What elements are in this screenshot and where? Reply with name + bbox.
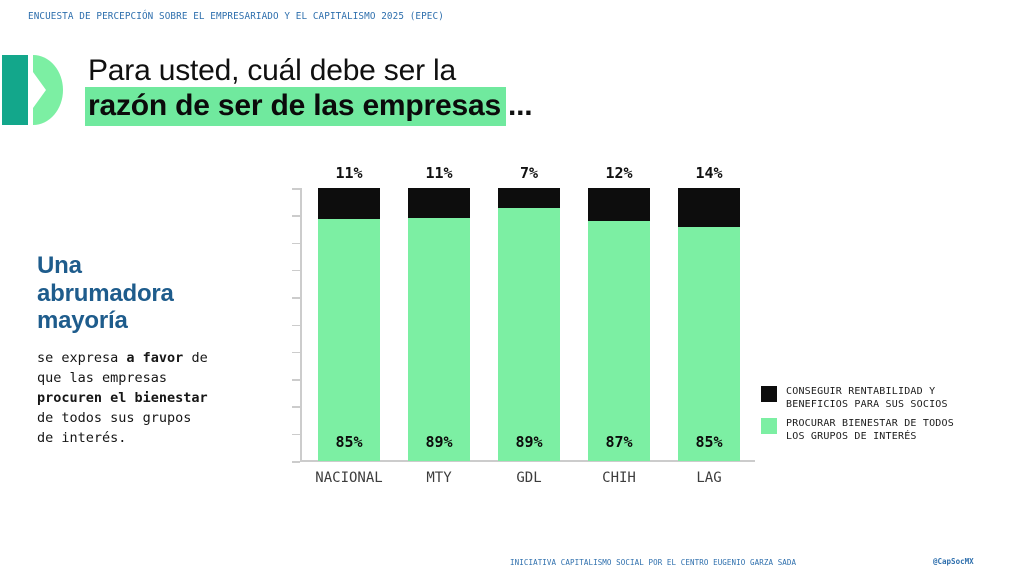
logo-notch [33,72,46,108]
key-finding-text: se expresa [37,349,127,366]
key-finding-text: de que las empresas [37,349,208,386]
y-axis-tick [292,188,300,190]
legend-label: PROCURAR BIENESTAR DE TODOS LOS GRUPOS D… [786,418,954,442]
bar-lag: 14% 85% LAG [678,164,740,486]
y-axis-tick [292,215,300,217]
y-axis-tick [292,406,300,408]
title-line2: razón de ser de las empresas... [85,87,533,126]
x-axis-label-chih: CHIH [602,470,636,486]
x-axis-label-lag: LAG [696,470,722,486]
bar-top-value-label: 7% [519,164,539,182]
bar-inner-value-label: 89% [515,433,543,451]
key-finding-bold-phrase: procuren el bienestar [37,389,208,406]
key-finding-heading-line: abrumadora [37,279,174,307]
bar-segment-bienestar: 85% [318,219,380,461]
y-axis-tick [292,242,300,245]
bar-segment-bienestar: 85% [678,226,740,461]
bar-chih: 12% 87% CHIH [588,164,650,486]
stacked-bar-chart: 11% 85% NACIONAL 11% 89% MTY 7% 89% GDL 12% 87% CHI… [292,164,755,486]
key-finding-bold-phrase: a favor [126,349,184,366]
logo-teal-bar [2,55,28,125]
bar-inner-value-label: 87% [605,433,633,451]
bar-segment-rentabilidad [498,188,560,208]
key-finding: Una abrumadora mayoría se expresa a favor … [37,252,211,448]
bar-segment-rentabilidad [318,188,380,220]
bar-segment-bienestar: 89% [498,207,560,461]
bar-segment-rentabilidad [588,188,650,222]
bar-gdl: 7% 89% GDL [498,164,560,486]
bar-top-value-label: 12% [605,164,633,182]
bar-segment-rentabilidad [678,188,740,227]
bar-top-value-label: 14% [695,164,723,182]
y-axis-tick [292,351,300,354]
bar-inner-value-label: 89% [425,433,453,451]
footer-social-handle: @CapSocMX [933,557,974,566]
y-axis [292,188,302,463]
y-axis-tick [292,269,300,272]
bar-segment-bienestar: 89% [408,218,470,461]
bar-top-value-label: 11% [335,164,363,182]
bars-group: 11% 85% NACIONAL 11% 89% MTY 7% 89% GDL 12% 87% CHI… [315,164,740,486]
y-axis-tick [292,461,300,463]
title-line1: Para usted, cuál debe ser la [88,54,456,87]
bar-segment-bienestar: 87% [588,221,650,461]
x-axis-label-mty: MTY [426,470,452,486]
bar-nacional: 11% 85% NACIONAL [315,164,382,486]
survey-eyebrow: ENCUESTA DE PERCEPCIÓN SOBRE EL EMPRESAR… [28,11,444,22]
key-finding-heading-line: Una [37,252,82,279]
legend-item: PROCURAR BIENESTAR DE TODOS LOS GRUPOS D… [761,417,962,443]
bar-inner-value-label: 85% [695,433,723,451]
chart-legend: CONSEGUIR RENTABILIDAD Y BENEFICIOS PARA… [761,385,962,443]
y-axis-tick [292,433,300,436]
legend-item: CONSEGUIR RENTABILIDAD Y BENEFICIOS PARA… [761,385,962,411]
bar-inner-value-label: 85% [335,433,363,451]
x-axis-label-nacional: NACIONAL [315,470,383,486]
footer-credit: INICIATIVA CAPITALISMO SOCIAL POR EL CEN… [510,558,797,567]
x-axis-label-gdl: GDL [516,470,542,486]
y-axis-tick [292,297,300,299]
y-axis-tick [292,379,300,381]
bar-segment-rentabilidad [408,188,470,219]
key-finding-body: se expresa a favor de que las empresas p… [37,348,211,448]
legend-swatch [761,418,777,434]
key-finding-heading-line: mayoría [37,307,128,334]
legend-label: CONSEGUIR RENTABILIDAD Y BENEFICIOS PARA… [786,386,948,410]
title-highlight: razón de ser de las empresas [85,87,506,126]
key-finding-heading: Una abrumadora mayoría [37,252,211,335]
logo-green-halfcircle [33,55,63,125]
bar-top-value-label: 11% [425,164,453,182]
bar-mty: 11% 89% MTY [408,164,470,486]
key-finding-text: de todos sus grupos de interés. [37,409,192,446]
legend-swatch [761,386,777,402]
title-ellipsis: ... [507,89,533,122]
page-title: Para usted, cuál debe ser la razón de ser… [85,53,533,126]
y-axis-tick [292,324,300,326]
